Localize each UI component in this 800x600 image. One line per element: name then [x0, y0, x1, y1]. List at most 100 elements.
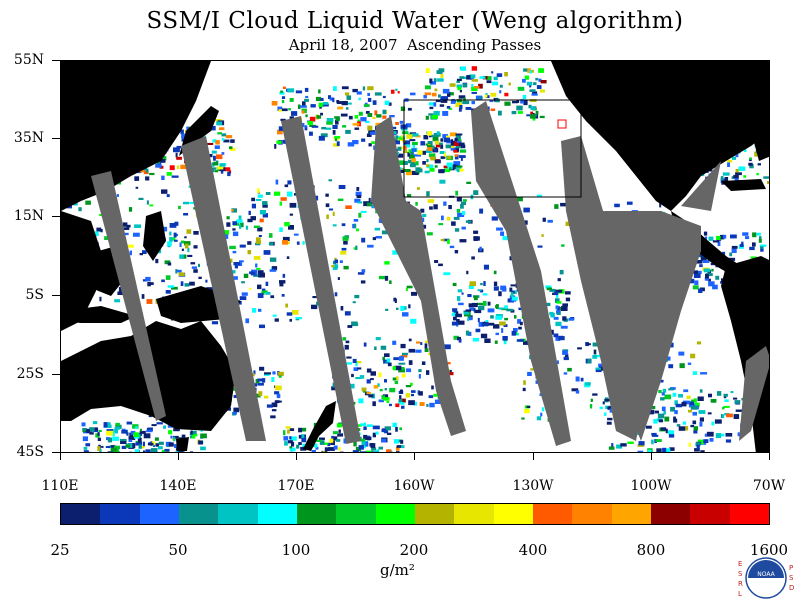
cloud-pixel	[358, 111, 363, 116]
cloud-pixel	[352, 301, 356, 304]
cloud-pixel	[568, 317, 575, 321]
cloud-pixel	[107, 451, 114, 452]
cloud-pixel	[181, 138, 185, 142]
cloud-pixel	[232, 228, 236, 231]
cloud-pixel	[351, 321, 358, 327]
cloud-pixel	[366, 379, 371, 384]
cloud-pixel	[271, 101, 278, 106]
cloud-pixel	[214, 170, 219, 173]
cloud-pixel	[455, 134, 459, 140]
cloud-pixel	[438, 94, 441, 98]
cloud-pixel	[395, 427, 398, 432]
cloud-pixel	[607, 417, 613, 421]
cloud-pixel	[173, 428, 180, 432]
cloud-pixel	[365, 441, 369, 447]
cloud-pixel	[154, 437, 159, 441]
cloud-pixel	[276, 400, 282, 403]
cloud-pixel	[100, 229, 103, 233]
cloud-pixel	[161, 451, 164, 452]
cloud-pixel	[403, 150, 408, 153]
cloud-pixel	[360, 117, 367, 122]
cloud-pixel	[274, 400, 277, 405]
cloud-pixel	[343, 240, 348, 245]
cloud-pixel	[341, 223, 346, 227]
cloud-pixel	[479, 208, 484, 214]
cloud-pixel	[365, 111, 370, 114]
cloud-pixel	[222, 230, 230, 235]
cloud-pixel	[178, 205, 181, 210]
cloud-pixel	[656, 448, 662, 452]
cloud-pixel	[366, 424, 373, 427]
cloud-pixel	[651, 439, 654, 445]
cloud-pixel	[352, 450, 359, 452]
cloud-pixel	[85, 443, 91, 447]
cloud-pixel	[738, 166, 746, 171]
cloud-pixel	[302, 443, 307, 448]
cloud-pixel	[660, 427, 667, 431]
cloud-pixel	[516, 105, 523, 111]
cloud-pixel	[367, 86, 374, 91]
cloud-pixel	[107, 422, 111, 426]
cloud-pixel	[727, 159, 733, 163]
cloud-pixel	[375, 337, 381, 341]
cloud-pixel	[257, 293, 264, 298]
cloud-pixel	[399, 427, 402, 431]
cloud-pixel	[554, 291, 559, 296]
cloud-pixel	[357, 201, 363, 204]
swath-gap-9	[739, 346, 769, 441]
cloud-pixel	[649, 405, 656, 410]
cloud-pixel	[444, 344, 451, 350]
cloud-pixel	[424, 170, 430, 174]
cloud-pixel	[384, 261, 390, 265]
cloud-pixel	[365, 120, 370, 124]
cloud-pixel	[216, 154, 223, 160]
cloud-pixel	[382, 356, 385, 361]
cloud-pixel	[473, 230, 479, 234]
cloud-pixel	[337, 101, 342, 104]
cloud-pixel	[510, 284, 516, 287]
cloud-pixel	[420, 141, 426, 146]
cloud-pixel	[274, 144, 277, 149]
cloud-pixel	[355, 361, 362, 364]
cloud-pixel	[561, 244, 565, 247]
cloud-pixel	[382, 394, 389, 400]
cloud-pixel	[457, 320, 465, 325]
cloud-pixel	[289, 318, 292, 322]
cloud-pixel	[97, 432, 100, 436]
cloud-pixel	[342, 337, 347, 341]
cloud-pixel	[155, 258, 159, 264]
cloud-pixel	[357, 367, 362, 370]
cloud-pixel	[205, 279, 208, 283]
cloud-pixel	[460, 66, 466, 71]
cloud-pixel	[384, 430, 389, 434]
cloud-pixel	[344, 344, 349, 350]
cloud-pixel	[361, 138, 366, 142]
cloud-pixel	[415, 202, 418, 206]
cloud-pixel	[502, 336, 508, 341]
cloud-pixel	[438, 263, 443, 267]
cloud-pixel	[438, 169, 445, 174]
cloud-pixel	[447, 372, 454, 376]
cloud-pixel	[529, 99, 537, 102]
scale-swatch	[611, 504, 651, 524]
cloud-pixel	[477, 289, 482, 292]
cloud-pixel	[291, 111, 298, 116]
cloud-pixel	[527, 68, 531, 73]
cloud-pixel	[735, 168, 739, 173]
cloud-pixel	[276, 140, 282, 144]
cloud-pixel	[320, 133, 328, 138]
cloud-pixel	[408, 159, 412, 164]
cloud-pixel	[400, 343, 406, 349]
cloud-pixel	[393, 140, 400, 145]
cloud-pixel	[180, 281, 184, 286]
cloud-pixel	[575, 390, 580, 394]
cloud-pixel	[449, 132, 457, 137]
cloud-pixel	[249, 287, 252, 290]
cloud-pixel	[384, 388, 387, 391]
cloud-pixel	[462, 100, 470, 105]
region-highlight-box	[403, 99, 582, 198]
cloud-pixel	[447, 239, 450, 245]
cloud-pixel	[255, 198, 262, 201]
cloud-pixel	[345, 340, 350, 344]
cloud-pixel	[400, 135, 404, 138]
